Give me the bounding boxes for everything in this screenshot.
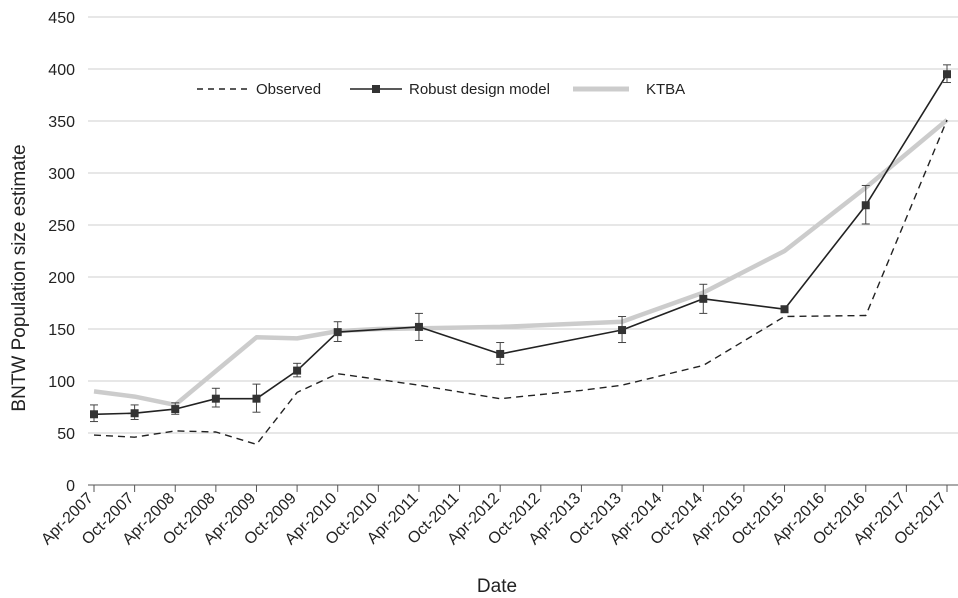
y-tick-label: 400 — [48, 62, 75, 79]
y-axis-title: BNTW Population size estimate — [9, 144, 30, 411]
data-point-marker — [211, 394, 220, 403]
y-tick-label: 200 — [48, 270, 75, 287]
y-tick-label: 100 — [48, 374, 75, 391]
y-tick-label: 350 — [48, 114, 75, 131]
series-line — [93, 73, 948, 416]
series-robust-design-model — [90, 64, 951, 423]
data-point-marker — [414, 322, 423, 331]
data-point-marker — [293, 366, 302, 375]
data-point-marker — [333, 328, 342, 337]
legend-label-robust: Robust design model — [409, 81, 550, 98]
series-ktba — [93, 118, 949, 408]
data-point-marker — [130, 409, 139, 418]
data-point-marker — [943, 70, 951, 79]
legend-label-ktba: KTBA — [646, 81, 685, 98]
data-point-marker — [861, 201, 870, 210]
y-tick-label: 250 — [48, 218, 75, 235]
data-point-marker — [171, 405, 180, 414]
series-line — [93, 118, 949, 408]
x-axis-ticks: Apr-2007Oct-2007Apr-2008Oct-2008Apr-2009… — [38, 485, 950, 548]
legend: Observed Robust design model KTBA — [197, 81, 685, 98]
legend-label-observed: Observed — [256, 81, 321, 98]
legend-marker-robust — [372, 85, 380, 93]
series-layer — [90, 64, 951, 446]
y-tick-label: 450 — [48, 10, 75, 27]
data-point-marker — [496, 349, 505, 358]
x-axis-title: Date — [477, 576, 517, 597]
y-axis-ticks: 0 50 100 150 200 250 300 350 400 450 — [48, 10, 75, 495]
y-tick-label: 150 — [48, 322, 75, 339]
data-point-marker — [90, 410, 98, 419]
y-tick-label: 50 — [57, 426, 75, 443]
y-tick-label: 300 — [48, 166, 75, 183]
data-point-marker — [699, 294, 708, 303]
y-tick-label: 0 — [66, 478, 75, 495]
series-line — [93, 119, 948, 446]
grid-lines — [88, 16, 958, 434]
data-point-marker — [780, 305, 789, 314]
data-point-marker — [252, 394, 261, 403]
series-observed — [93, 119, 948, 446]
data-point-marker — [618, 326, 627, 335]
